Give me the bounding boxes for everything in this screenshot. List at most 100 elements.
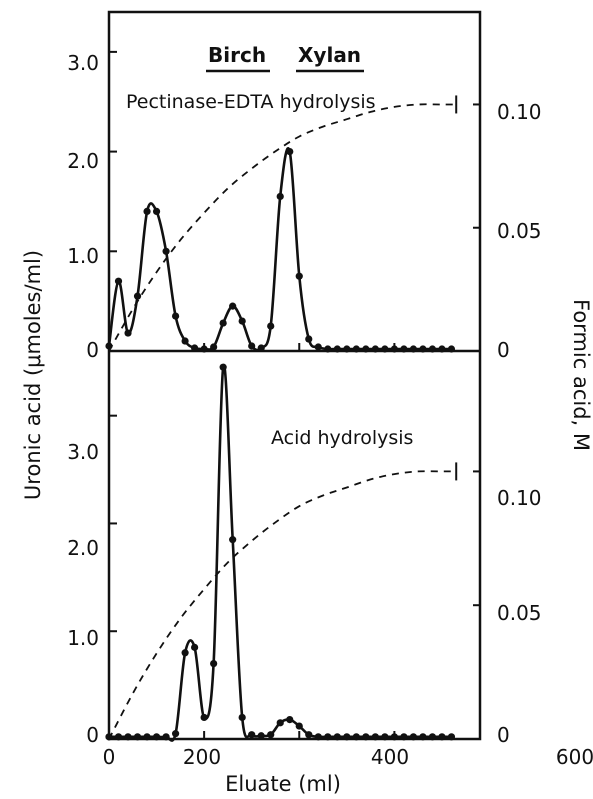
- chart-marks: [105, 50, 480, 742]
- uronic-acid-point: [381, 345, 389, 353]
- uronic-acid-point: [152, 207, 161, 216]
- uronic-acid-point: [191, 344, 199, 352]
- uronic-acid-point: [438, 345, 446, 353]
- uronic-acid-line: [107, 147, 452, 352]
- uronic-acid-point: [438, 733, 446, 741]
- uronic-acid-point: [286, 147, 294, 156]
- uronic-acid-point: [191, 643, 199, 651]
- y-tick-label-left: 0: [86, 723, 99, 747]
- uronic-acid-line: [108, 363, 452, 742]
- uronic-acid-point: [295, 722, 303, 730]
- uronic-acid-point: [171, 730, 180, 738]
- plot-frame: [107, 10, 482, 741]
- y-axis-label-left: Uronic acid (μmoles/ml): [21, 250, 45, 500]
- y-tick-label-right: 0.05: [497, 601, 542, 625]
- uronic-acid-point: [333, 733, 341, 741]
- uronic-acid-point: [210, 659, 218, 668]
- uronic-acid-point: [305, 731, 313, 739]
- top-panel-title: Pectinase-EDTA hydrolysis: [126, 91, 376, 113]
- uronic-acid-point: [267, 731, 275, 739]
- y-tick-label-left: 2.0: [67, 536, 99, 560]
- y-tick-label-left: 2.0: [67, 149, 99, 173]
- x-tick-label: 600: [556, 745, 593, 769]
- y-tick-label-left: 1.0: [67, 626, 99, 650]
- uronic-acid-point: [390, 345, 398, 353]
- uronic-acid-point: [248, 731, 256, 739]
- uronic-acid-point: [238, 317, 246, 325]
- y-tick-label-right: 0: [497, 338, 510, 362]
- uronic-acid-point: [314, 733, 322, 741]
- heading-xylan: Xylan: [298, 43, 361, 67]
- uronic-acid-point: [409, 733, 418, 741]
- uronic-acid-point: [257, 344, 265, 352]
- formic-acid-gradient-line: [108, 470, 457, 740]
- y-tick-label-left: 3.0: [67, 440, 99, 464]
- uronic-acid-point: [447, 345, 456, 353]
- uronic-acid-point: [286, 716, 294, 724]
- y-axis-label-right: Formic acid, M: [569, 299, 593, 451]
- uronic-acid-point: [305, 335, 313, 343]
- uronic-acid-point: [428, 345, 437, 353]
- uronic-acid-point: [419, 345, 427, 353]
- uronic-acid-point: [324, 345, 332, 353]
- uronic-acid-point: [133, 733, 142, 741]
- uronic-acid-point: [400, 345, 408, 353]
- uronic-acid-point: [314, 343, 322, 351]
- uronic-acid-point: [267, 322, 275, 330]
- uronic-acid-point: [238, 713, 246, 722]
- uronic-acid-point: [143, 733, 151, 741]
- uronic-acid-point: [362, 345, 370, 353]
- uronic-acid-point: [200, 713, 208, 722]
- y-tick-label-left: 3.0: [67, 51, 99, 75]
- uronic-acid-point: [200, 345, 208, 353]
- uronic-acid-point: [133, 292, 142, 300]
- uronic-acid-point: [400, 733, 408, 741]
- uronic-acid-point: [210, 343, 218, 351]
- uronic-acid-point: [419, 733, 427, 741]
- uronic-acid-point: [371, 345, 379, 353]
- y-tick-label-left: 0: [86, 338, 99, 362]
- uronic-acid-point: [447, 733, 456, 741]
- uronic-acid-point: [124, 733, 132, 741]
- uronic-acid-point: [248, 342, 256, 350]
- x-tick-label: 200: [183, 745, 221, 769]
- uronic-acid-point: [152, 733, 161, 741]
- uronic-acid-point: [171, 312, 180, 320]
- uronic-acid-point: [181, 649, 189, 657]
- y-tick-label-right: 0: [497, 723, 510, 747]
- bottom-panel-title: Acid hydrolysis: [271, 427, 413, 449]
- y-tick-label-right: 0.10: [497, 486, 542, 510]
- x-tick-label: 0: [103, 745, 116, 769]
- uronic-acid-point: [352, 345, 360, 353]
- uronic-acid-point: [219, 319, 227, 327]
- y-tick-label-right: 0.10: [497, 100, 542, 124]
- uronic-acid-point: [219, 363, 227, 371]
- uronic-acid-point: [162, 733, 170, 741]
- uronic-acid-point: [381, 733, 389, 741]
- x-tick-label: 400: [371, 745, 409, 769]
- uronic-acid-point: [114, 733, 123, 741]
- x-axis-label: Eluate (ml): [225, 772, 341, 796]
- uronic-acid-point: [276, 192, 284, 201]
- uronic-acid-point: [229, 302, 237, 310]
- uronic-acid-point: [324, 733, 332, 741]
- formic-acid-gradient-line: [108, 103, 457, 352]
- uronic-acid-point: [352, 733, 360, 741]
- uronic-acid-point: [295, 272, 303, 280]
- uronic-acid-point: [143, 207, 151, 216]
- heading-birch: Birch: [208, 43, 266, 67]
- uronic-acid-point: [276, 719, 284, 727]
- uronic-acid-point: [124, 329, 132, 337]
- uronic-acid-point: [343, 345, 351, 353]
- y-tick-label-left: 1.0: [67, 244, 99, 268]
- uronic-acid-point: [333, 345, 341, 353]
- uronic-acid-point: [371, 733, 379, 741]
- uronic-acid-point: [390, 733, 398, 741]
- uronic-acid-point: [114, 277, 123, 285]
- uronic-acid-point: [229, 536, 237, 544]
- uronic-acid-point: [343, 733, 351, 741]
- uronic-acid-point: [162, 247, 170, 255]
- y-tick-label-right: 0.05: [497, 219, 542, 243]
- uronic-acid-point: [409, 345, 418, 353]
